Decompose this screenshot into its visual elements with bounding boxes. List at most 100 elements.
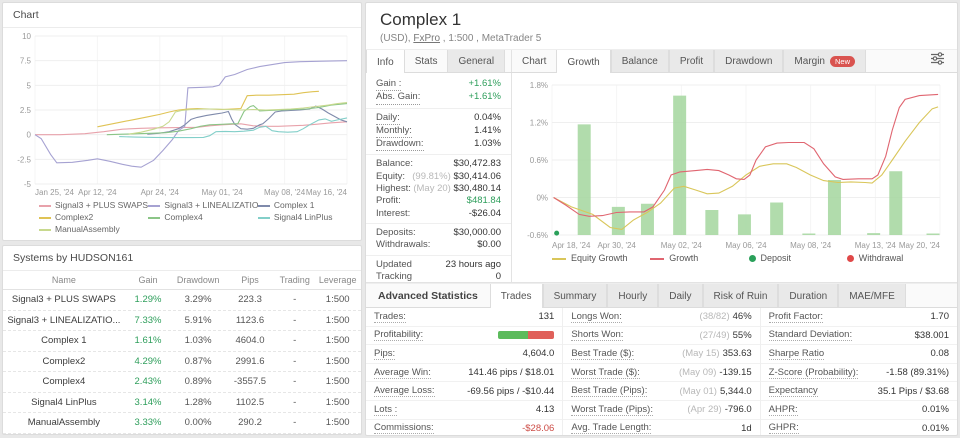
info-label[interactable]: Withdrawals:	[376, 239, 431, 251]
info-label[interactable]: Monthly:	[376, 125, 412, 139]
account-header: Complex 1 (USD), FxPro , 1:500 , MetaTra…	[366, 3, 957, 49]
system-name[interactable]: Signal3 + PLUS SWAPS	[11, 294, 116, 306]
info-value: 1.41%	[474, 124, 501, 136]
svg-text:5: 5	[27, 81, 32, 90]
system-trading: -	[293, 335, 297, 347]
info-value: $0.00	[477, 239, 501, 251]
table-row[interactable]: Complex4 2.43% 0.89% -3557.5 - 1:500	[3, 372, 361, 393]
svg-text:1.8%: 1.8%	[530, 81, 548, 90]
systems-card-title: Systems by HUDSON161	[3, 246, 361, 271]
stat-label[interactable]: Average Win:	[374, 366, 431, 379]
tab[interactable]: Growth	[556, 50, 611, 73]
stat-label[interactable]: GHPR:	[768, 422, 799, 435]
tab[interactable]: Hourly	[607, 284, 659, 307]
tab[interactable]: Duration	[778, 284, 839, 307]
stat-label[interactable]: Avg. Trade Length:	[571, 422, 652, 435]
stat-row: Sharpe Ratio 0.08	[760, 345, 957, 364]
stat-label[interactable]: Best Trade (Pips):	[571, 385, 648, 398]
stat-value: 1.70	[930, 311, 949, 323]
stat-label[interactable]: Shorts Won:	[571, 329, 624, 342]
col-header-pips[interactable]: Pips	[241, 275, 259, 285]
system-name[interactable]: Complex4	[42, 376, 86, 388]
stat-label[interactable]: Worst Trade (Pips):	[571, 403, 653, 416]
tab[interactable]: Daily	[658, 284, 703, 307]
info-label[interactable]: Equity:	[376, 170, 406, 182]
stat-label[interactable]: Profit Factor:	[768, 310, 824, 323]
info-row: Gain : +1.61%	[366, 78, 511, 92]
tab[interactable]: Profit	[668, 50, 715, 72]
system-name[interactable]: ManualAssembly	[27, 417, 101, 429]
tab[interactable]: General	[447, 50, 506, 72]
tab[interactable]: MAE/MFE	[838, 284, 906, 307]
system-name[interactable]: Complex2	[42, 355, 86, 367]
col-header-leverage[interactable]: Leverage	[318, 275, 357, 285]
info-row: Deposits: $30,000.00	[366, 222, 511, 239]
stat-label[interactable]: Lots :	[374, 403, 398, 416]
tab[interactable]: Stats	[414, 56, 438, 67]
system-drawdown: 1.03%	[184, 335, 212, 347]
tab[interactable]: Trades	[489, 284, 543, 308]
stat-label[interactable]: AHPR:	[768, 403, 798, 416]
chart-settings-icon[interactable]	[918, 51, 957, 71]
stat-label[interactable]: Sharpe Ratio	[768, 347, 825, 360]
svg-text:May 06, '24: May 06, '24	[725, 241, 767, 250]
info-label[interactable]: Balance:	[376, 158, 413, 170]
legend-color-dash	[148, 204, 161, 207]
stat-label[interactable]: Trades:	[374, 310, 406, 323]
system-name[interactable]: Signal4 LinPlus	[31, 396, 97, 408]
table-row[interactable]: Signal3 + PLUS SWAPS 1.29% 3.29% 223.3 -…	[3, 290, 361, 311]
col-header-trading[interactable]: Trading	[279, 275, 310, 285]
legend-color-dash	[39, 228, 51, 231]
stat-label[interactable]: Expectancy	[768, 385, 818, 398]
info-label[interactable]: Updated	[376, 258, 412, 270]
info-label[interactable]: Gain :	[376, 78, 402, 92]
table-row[interactable]: Signal4 LinPlus 3.14% 1.28% 1102.5 - 1:5…	[3, 393, 361, 413]
col-header-gain[interactable]: Gain	[138, 275, 158, 285]
stat-label[interactable]: Commissions:	[374, 422, 434, 435]
stat-label[interactable]: Profitability:	[374, 329, 424, 342]
info-label[interactable]: Deposits:	[376, 226, 416, 238]
stat-row: AHPR: 0.01%	[760, 401, 957, 420]
info-label[interactable]: Drawdown:	[376, 138, 424, 152]
tab[interactable]: Summary	[542, 284, 608, 307]
info-label[interactable]: Daily:	[376, 112, 400, 125]
stat-label[interactable]: Average Loss:	[374, 385, 435, 398]
tab[interactable]: Balance	[610, 50, 669, 72]
info-label[interactable]: Profit:	[376, 195, 401, 207]
system-name[interactable]: Complex 1	[41, 335, 87, 347]
info-label[interactable]: Abs. Gain:	[376, 91, 421, 105]
stat-label[interactable]: Standard Deviation:	[768, 329, 853, 342]
legend-item: Complex2	[39, 212, 148, 222]
stat-label[interactable]: Z-Score (Probability):	[768, 366, 859, 379]
info-label[interactable]: Highest:	[376, 183, 411, 195]
broker-link[interactable]: FxPro	[413, 33, 441, 44]
system-pips: 223.3	[238, 294, 262, 306]
tab[interactable]: Risk of Ruin	[702, 284, 779, 307]
stat-label[interactable]: Longs Won:	[571, 310, 622, 323]
col-header-name[interactable]: Name	[51, 275, 76, 285]
info-row: Highest: (May 20) $30,480.14	[366, 183, 511, 195]
info-label[interactable]: Interest:	[376, 207, 411, 219]
system-pips: 1123.6	[235, 314, 265, 326]
info-value: 0.04%	[474, 111, 501, 123]
system-name[interactable]: Signal3 + LINEALIZATIO...	[7, 314, 121, 326]
info-label[interactable]: Tracking	[376, 270, 413, 282]
system-drawdown: 0.87%	[184, 355, 212, 367]
advanced-statistics-title: Advanced Statistics	[378, 290, 478, 302]
tab[interactable]: Margin New	[783, 50, 867, 72]
table-row[interactable]: ManualAssembly 3.33% 0.00% 290.2 - 1:500	[3, 413, 361, 434]
stat-label[interactable]: Pips:	[374, 347, 396, 360]
stat-label[interactable]: Worst Trade ($):	[571, 366, 640, 379]
col-header-drawdown[interactable]: Drawdown	[176, 275, 220, 285]
stat-value: -1.58 (89.31%)	[886, 367, 949, 379]
system-trading: -	[293, 355, 297, 367]
tab[interactable]: Drawdown	[714, 50, 784, 72]
tab[interactable]: Info	[366, 50, 405, 73]
table-row[interactable]: Signal3 + LINEALIZATIO... 7.33% 5.91% 11…	[3, 311, 361, 331]
stat-label[interactable]: Best Trade ($):	[571, 347, 635, 360]
table-row[interactable]: Complex 1 1.61% 1.03% 4604.0 - 1:500	[3, 331, 361, 352]
tab[interactable]: Chart	[522, 56, 547, 67]
stat-row: Pips: 4,604.0	[366, 345, 563, 364]
svg-text:May 13, '24: May 13, '24	[855, 241, 897, 250]
table-row[interactable]: Complex2 4.29% 0.87% 2991.6 - 1:500	[3, 352, 361, 372]
